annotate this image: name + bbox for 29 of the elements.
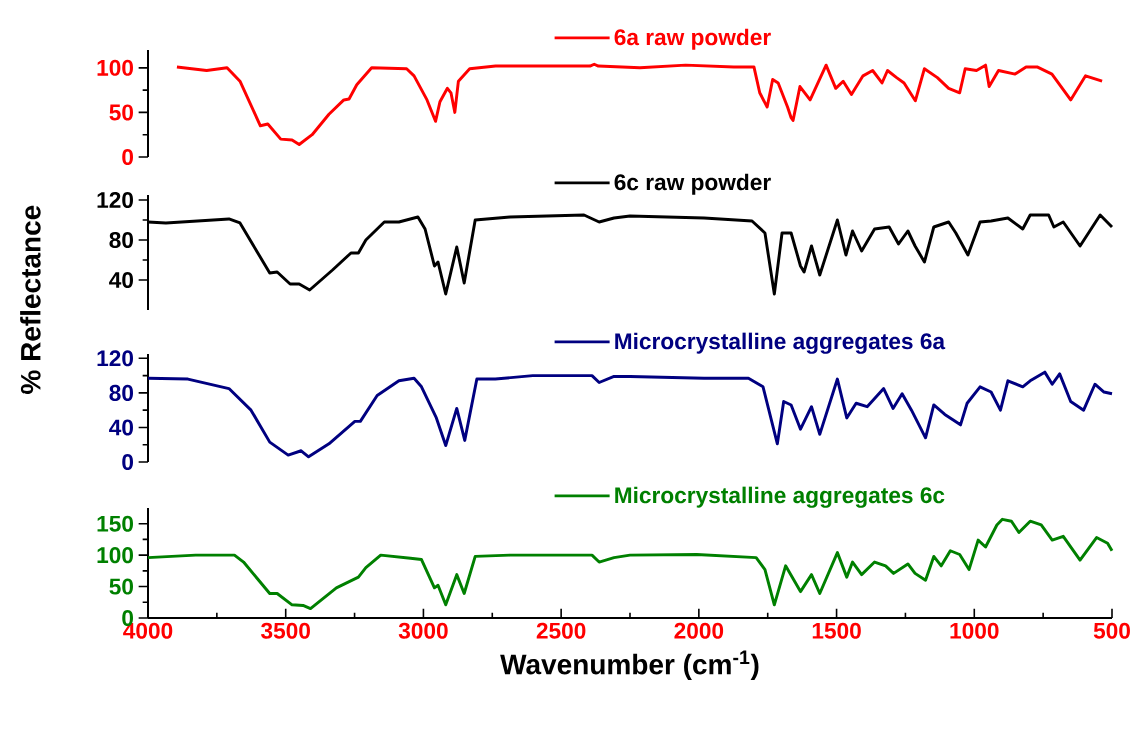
x-tick-label: 2500 xyxy=(536,622,586,639)
y-tick-label: 80 xyxy=(109,384,134,401)
legend-label: 6a raw powder xyxy=(614,28,771,50)
line-series xyxy=(175,62,1104,146)
y-tick-label: 120 xyxy=(97,191,133,209)
x-tick-label: 500 xyxy=(1093,622,1130,639)
y-tick-label: 50 xyxy=(109,578,134,595)
y-tick-label: 0 xyxy=(122,453,134,471)
y-tick-label: 150 xyxy=(97,515,133,532)
y-tick-label: 120 xyxy=(97,350,133,367)
line-series xyxy=(146,517,1114,611)
x-tick-label: 1500 xyxy=(812,622,861,639)
y-tick-label: 100 xyxy=(97,547,133,564)
y-tick-label: 80 xyxy=(109,231,134,249)
y-axis-title: % Reflectance xyxy=(20,205,41,394)
x-tick-label: 1000 xyxy=(950,622,999,639)
x-tick-label: 2000 xyxy=(674,622,724,639)
x-tick-label: 3000 xyxy=(398,622,448,639)
legend-label: Microcrystalline aggregates 6c xyxy=(615,486,945,508)
y-tick-label: 100 xyxy=(97,59,133,76)
y-tick-label: 40 xyxy=(109,419,134,436)
x-axis-title: Wavenumber (cm$^{-1}$) xyxy=(500,650,759,680)
y-tick-label: 40 xyxy=(109,271,134,289)
x-tick-label: 3500 xyxy=(261,622,310,639)
legend-label: Microcrystalline aggregates 6a xyxy=(615,332,946,354)
y-tick-label: 0 xyxy=(122,148,134,166)
line-series xyxy=(146,370,1114,459)
y-tick-label: 50 xyxy=(109,104,134,121)
legend-label: 6c raw powder xyxy=(614,173,771,195)
